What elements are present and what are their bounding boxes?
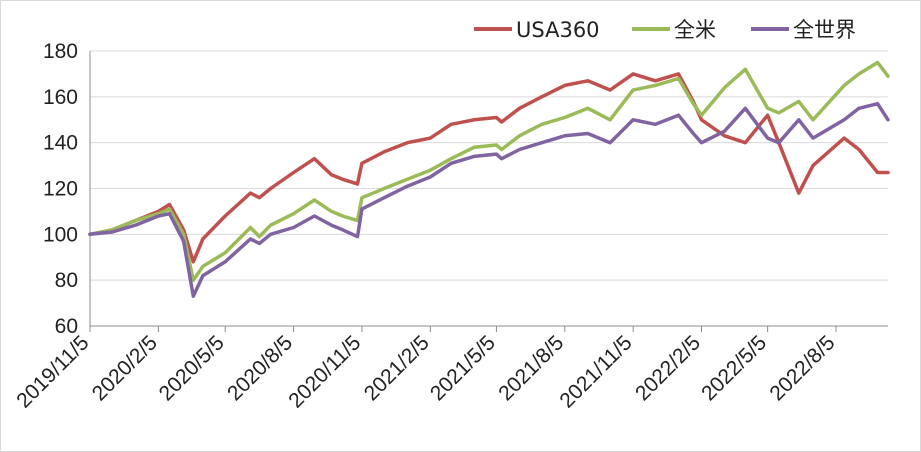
x-tick-label: 2020/5/5 [155, 331, 229, 405]
x-tick-label: 2022/2/5 [631, 331, 705, 405]
legend-label-usa360: USA360 [516, 18, 600, 42]
series-line-1 [88, 60, 890, 282]
x-tick-label: 2021/5/5 [426, 331, 500, 405]
series-line-0 [88, 72, 890, 264]
legend-label-zenbei: 全米 [674, 18, 716, 42]
y-tick-label: 60 [55, 315, 78, 338]
legend: USA360 全米 全世界 [474, 18, 856, 42]
legend-label-zensekai: 全世界 [793, 18, 856, 42]
x-tick-label: 2020/2/5 [88, 331, 162, 405]
legend-item-zenbei: 全米 [632, 18, 716, 42]
x-tick-label: 2022/8/5 [765, 331, 839, 405]
y-tick-label: 80 [55, 269, 78, 292]
series-lines [88, 60, 890, 298]
x-tick-label: 2019/11/5 [12, 331, 93, 412]
y-tick-label: 160 [43, 86, 78, 109]
y-tick-label: 180 [43, 40, 78, 63]
series-line-2 [88, 101, 890, 298]
x-tick-label: 2020/11/5 [284, 331, 365, 412]
legend-item-usa360: USA360 [474, 18, 600, 42]
legend-item-zensekai: 全世界 [751, 18, 856, 42]
x-tick-label: 2021/11/5 [555, 331, 636, 412]
y-tick-label: 140 [43, 132, 78, 155]
x-tick-label: 2022/5/5 [697, 331, 771, 405]
y-tick-label: 120 [43, 178, 78, 201]
x-tick-label: 2021/2/5 [360, 331, 434, 405]
gridlines [90, 50, 888, 281]
axes: 60801001201401601802019/11/52020/2/52020… [12, 40, 888, 413]
y-tick-label: 100 [43, 223, 78, 246]
